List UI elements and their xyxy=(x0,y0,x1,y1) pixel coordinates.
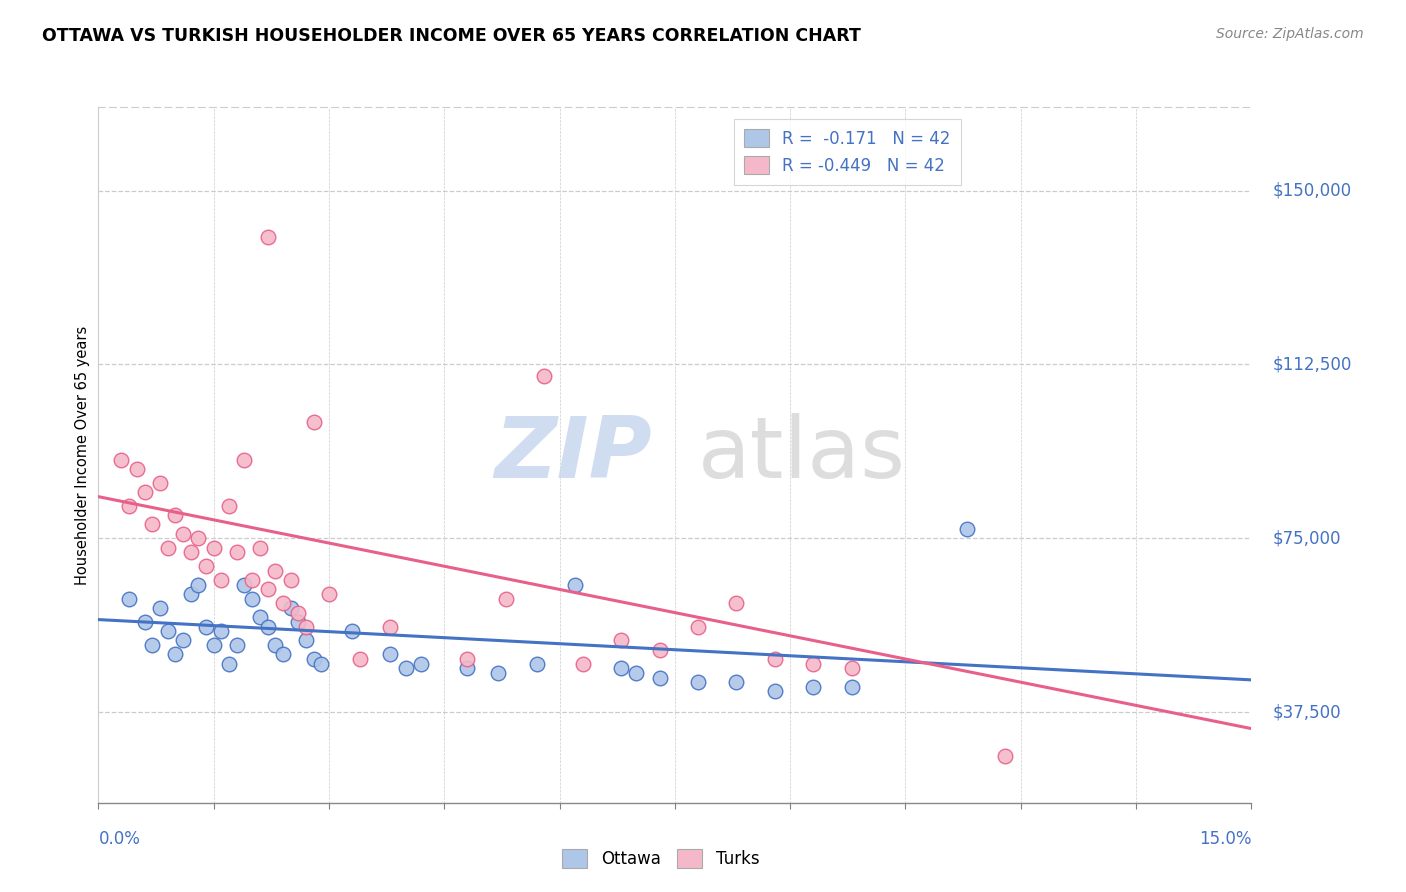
Point xyxy=(287,606,309,620)
Point xyxy=(202,541,225,555)
Point xyxy=(994,749,1017,764)
Point xyxy=(110,452,132,467)
Point xyxy=(610,633,633,648)
Point xyxy=(295,619,318,633)
Point xyxy=(249,541,271,555)
Point xyxy=(180,545,202,559)
Point xyxy=(256,582,278,597)
Point xyxy=(240,591,263,606)
Point xyxy=(626,665,648,680)
Y-axis label: Householder Income Over 65 years: Householder Income Over 65 years xyxy=(75,326,90,584)
Point xyxy=(156,624,179,639)
Point xyxy=(725,596,748,610)
Point xyxy=(533,369,555,384)
Point xyxy=(165,508,187,523)
Point xyxy=(302,652,325,666)
Point xyxy=(564,578,586,592)
Point xyxy=(271,648,294,662)
Point xyxy=(801,657,824,671)
Point xyxy=(763,684,786,698)
Point xyxy=(725,675,748,690)
Point xyxy=(801,680,824,694)
Point xyxy=(349,652,371,666)
Point xyxy=(495,591,517,606)
Text: ZIP: ZIP xyxy=(494,413,652,497)
Text: $75,000: $75,000 xyxy=(1272,530,1341,548)
Point xyxy=(141,638,163,652)
Point xyxy=(302,416,325,430)
Point xyxy=(172,633,194,648)
Text: 15.0%: 15.0% xyxy=(1199,830,1251,847)
Point xyxy=(156,541,179,555)
Point xyxy=(311,657,333,671)
Point xyxy=(280,573,302,587)
Point xyxy=(233,578,256,592)
Point xyxy=(295,633,318,648)
Point xyxy=(165,648,187,662)
Point xyxy=(456,652,478,666)
Point xyxy=(841,680,863,694)
Point xyxy=(411,657,433,671)
Point xyxy=(125,462,148,476)
Text: $37,500: $37,500 xyxy=(1272,704,1341,722)
Point xyxy=(256,230,278,244)
Point xyxy=(225,545,247,559)
Point xyxy=(763,652,786,666)
Point xyxy=(149,601,172,615)
Text: Source: ZipAtlas.com: Source: ZipAtlas.com xyxy=(1216,27,1364,41)
Point xyxy=(218,657,240,671)
Point xyxy=(218,499,240,513)
Point xyxy=(195,559,218,574)
Point xyxy=(610,661,633,675)
Point xyxy=(287,615,309,629)
Text: $150,000: $150,000 xyxy=(1272,182,1351,200)
Point xyxy=(180,587,202,601)
Point xyxy=(271,596,294,610)
Point xyxy=(380,648,402,662)
Text: OTTAWA VS TURKISH HOUSEHOLDER INCOME OVER 65 YEARS CORRELATION CHART: OTTAWA VS TURKISH HOUSEHOLDER INCOME OVE… xyxy=(42,27,860,45)
Point xyxy=(118,499,141,513)
Point xyxy=(380,619,402,633)
Point xyxy=(686,675,709,690)
Point xyxy=(648,642,671,657)
Point xyxy=(264,564,287,578)
Point xyxy=(134,485,156,500)
Point xyxy=(395,661,418,675)
Text: $112,500: $112,500 xyxy=(1272,356,1351,374)
Point xyxy=(202,638,225,652)
Point xyxy=(456,661,478,675)
Point xyxy=(209,624,232,639)
Point xyxy=(134,615,156,629)
Point xyxy=(209,573,232,587)
Point xyxy=(280,601,302,615)
Point xyxy=(240,573,263,587)
Point xyxy=(256,619,278,633)
Point xyxy=(233,452,256,467)
Point xyxy=(486,665,509,680)
Point xyxy=(648,671,671,685)
Point xyxy=(195,619,218,633)
Point xyxy=(340,624,363,639)
Point xyxy=(841,661,863,675)
Point xyxy=(686,619,709,633)
Point xyxy=(172,526,194,541)
Point xyxy=(264,638,287,652)
Point xyxy=(141,517,163,532)
Point xyxy=(118,591,141,606)
Point xyxy=(249,610,271,624)
Point xyxy=(225,638,247,652)
Text: atlas: atlas xyxy=(697,413,905,497)
Point xyxy=(187,578,209,592)
Point xyxy=(956,522,979,536)
Text: 0.0%: 0.0% xyxy=(98,830,141,847)
Legend: R =  -0.171   N = 42, R = -0.449   N = 42: R = -0.171 N = 42, R = -0.449 N = 42 xyxy=(734,119,960,185)
Point xyxy=(187,532,209,546)
Point xyxy=(571,657,593,671)
Point xyxy=(318,587,340,601)
Point xyxy=(149,475,172,490)
Point xyxy=(526,657,548,671)
Legend: Ottawa, Turks: Ottawa, Turks xyxy=(555,843,766,875)
